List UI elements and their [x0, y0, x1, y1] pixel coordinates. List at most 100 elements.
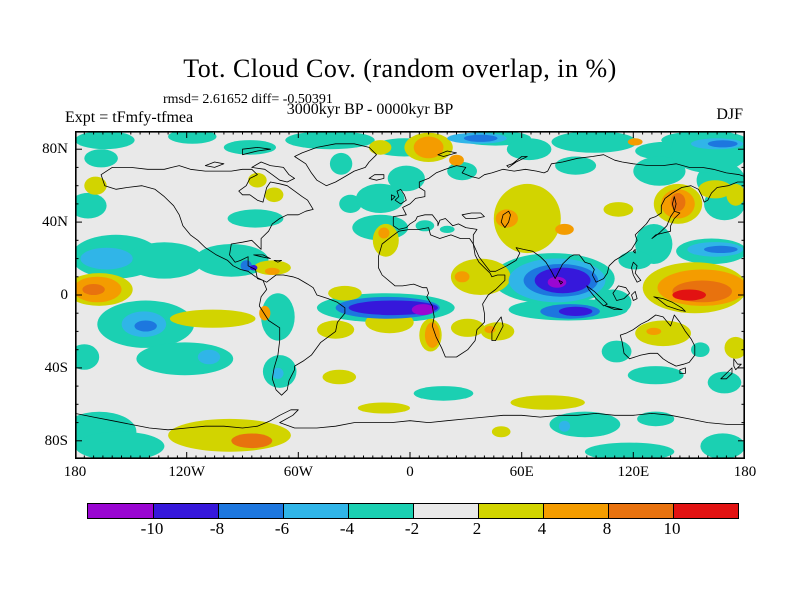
anomaly-region — [555, 223, 574, 235]
colorbar-label: 4 — [537, 519, 547, 538]
anomaly-region — [285, 131, 375, 150]
anomaly-region — [603, 202, 634, 217]
anomaly-region — [75, 431, 165, 461]
anomaly-region — [240, 260, 252, 272]
x-axis-tick-label: 0 — [406, 464, 414, 480]
anomaly-region — [601, 340, 632, 363]
x-axis-tick-label: 180 — [733, 464, 757, 480]
anomaly-region — [168, 418, 291, 452]
coastline — [651, 210, 681, 239]
coastline — [720, 367, 733, 380]
anomaly-region — [378, 227, 390, 239]
anomaly-region — [261, 293, 295, 341]
anomaly-region — [197, 349, 221, 365]
stats-line: rmsd= 2.61652 diff= -0.50391 — [163, 92, 333, 107]
x-axis-tick-label: 180 — [63, 464, 87, 480]
anomaly-region — [411, 304, 435, 316]
coastline — [631, 261, 642, 283]
coastline — [491, 316, 504, 341]
anomaly-region — [635, 320, 691, 347]
experiment-label: Expt = tFmfy-tfmea — [65, 109, 194, 126]
anomaly-region — [707, 140, 738, 148]
anomaly-region — [618, 251, 652, 270]
coastline — [251, 161, 295, 183]
colorbar-label: -6 — [274, 519, 290, 538]
colorbar-label: 2 — [472, 519, 482, 538]
anomaly-region — [627, 138, 643, 146]
anomaly-region — [424, 322, 440, 348]
anomaly-region — [227, 209, 284, 228]
coastline — [679, 367, 686, 374]
anomaly-region — [169, 309, 256, 328]
colorbar-cell — [348, 504, 413, 518]
coastline — [74, 409, 745, 431]
anomaly-region — [633, 156, 686, 186]
colorbar-label: -4 — [339, 519, 355, 538]
x-axis-tick-label: 60W — [283, 464, 313, 480]
anomaly-region — [339, 194, 362, 213]
anomaly-region — [700, 433, 745, 460]
anomaly-region — [413, 136, 444, 159]
coastline — [500, 210, 511, 228]
anomaly-region — [125, 242, 204, 279]
anomaly-region — [272, 367, 284, 379]
colorbar-cell — [608, 504, 673, 518]
anomaly-region — [454, 271, 470, 283]
anomaly-region — [637, 411, 675, 427]
anomaly-region — [168, 129, 217, 144]
x-axis-tick-label: 120E — [617, 464, 650, 480]
colorbar-label: 8 — [602, 519, 612, 538]
anomaly-region — [724, 336, 747, 359]
anomaly-region — [369, 140, 392, 155]
coastline — [273, 260, 282, 263]
anomaly-region — [413, 386, 474, 401]
colorbar-label: 10 — [663, 519, 681, 538]
coastline — [733, 358, 742, 371]
coastline — [672, 196, 677, 212]
anomaly-region — [322, 369, 357, 385]
coastline — [394, 188, 407, 205]
anomaly-region — [463, 134, 498, 142]
anomaly-region — [250, 265, 258, 271]
anomaly-region — [264, 187, 284, 203]
anomaly-region — [84, 176, 107, 195]
anomaly-region — [387, 165, 425, 192]
anomaly-region — [646, 327, 662, 335]
anomaly-region — [80, 247, 133, 270]
anomaly-region — [493, 183, 561, 254]
anomaly-region — [594, 289, 632, 316]
colorbar-cell — [413, 504, 478, 518]
coastline — [253, 254, 271, 259]
colorbar-cell — [543, 504, 608, 518]
anomaly-region — [69, 192, 107, 219]
anomaly-region — [329, 152, 353, 175]
colorbar — [87, 503, 739, 519]
colorbar-label: -10 — [140, 519, 164, 538]
anomaly-region — [223, 140, 276, 155]
x-axis-tick-label: 120W — [168, 464, 205, 480]
anomaly-region — [449, 154, 464, 166]
colorbar-cell — [478, 504, 543, 518]
y-axis-tick-label: 40S — [44, 359, 68, 376]
anomaly-region — [672, 289, 706, 301]
colorbar-cell — [673, 504, 738, 518]
anomaly-region — [506, 138, 552, 161]
anomaly-region — [84, 149, 118, 168]
anomaly-region — [450, 318, 485, 337]
anomaly-region — [82, 284, 105, 295]
plot-title: Tot. Cloud Cov. (random overlap, in %) — [183, 54, 617, 83]
y-axis-tick-label: 40N — [42, 214, 68, 231]
coastline — [632, 249, 636, 254]
coastline — [653, 296, 686, 312]
coastline — [392, 154, 746, 283]
coastline — [506, 156, 528, 168]
comparison-subtitle: 3000kyr BP - 0000kyr BP — [286, 101, 454, 118]
anomaly-region — [495, 209, 518, 228]
anomaly-region — [253, 260, 291, 275]
colorbar-cell — [283, 504, 348, 518]
coastline — [437, 150, 457, 157]
colorbar-label: -8 — [209, 519, 225, 538]
coastline — [586, 285, 608, 307]
anomaly-region — [415, 220, 435, 232]
coastline — [461, 212, 485, 219]
